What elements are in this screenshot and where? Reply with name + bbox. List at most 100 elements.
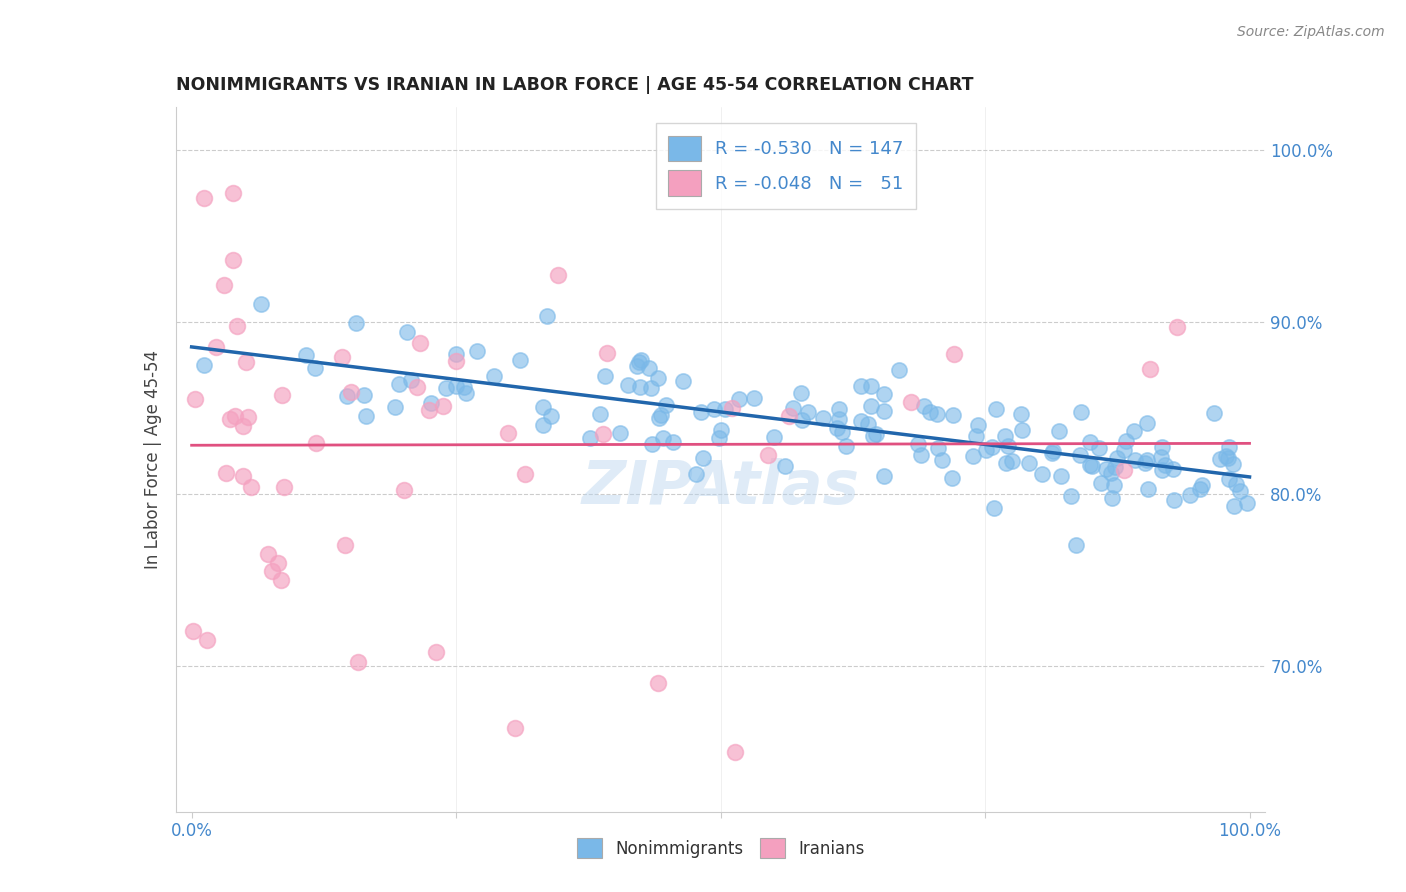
Point <box>409 336 432 351</box>
Point <box>434 380 457 394</box>
Point <box>260 564 283 578</box>
Point <box>685 467 707 481</box>
Point <box>742 391 765 405</box>
Y-axis label: In Labor Force | Age 45-54: In Labor Force | Age 45-54 <box>143 350 162 569</box>
Point <box>782 401 804 416</box>
Point <box>1101 466 1123 480</box>
Point <box>941 470 963 484</box>
Point <box>1090 476 1112 491</box>
Point <box>1060 489 1083 503</box>
Point <box>997 439 1019 453</box>
Point <box>1105 450 1128 465</box>
Point <box>513 467 536 481</box>
Point <box>419 395 441 409</box>
Point <box>654 398 676 412</box>
Point <box>1204 407 1226 421</box>
Point <box>1166 320 1188 334</box>
Point <box>927 407 949 421</box>
Point <box>1102 477 1125 491</box>
Point <box>995 456 1018 470</box>
Point <box>503 721 526 735</box>
Point <box>865 426 887 441</box>
Point <box>340 385 363 400</box>
Point <box>835 439 858 453</box>
Point <box>1150 462 1173 476</box>
Point <box>859 399 882 413</box>
Point <box>232 418 254 433</box>
Point <box>851 414 873 428</box>
Point <box>860 379 883 393</box>
Text: Source: ZipAtlas.com: Source: ZipAtlas.com <box>1237 25 1385 39</box>
Point <box>1153 458 1175 473</box>
Point <box>406 379 429 393</box>
Point <box>728 392 751 406</box>
Point <box>1047 424 1070 438</box>
Point <box>236 409 259 424</box>
Point <box>579 431 602 445</box>
Point <box>628 380 651 394</box>
Point <box>797 405 820 419</box>
Point <box>984 402 1007 417</box>
Point <box>778 409 800 423</box>
Point <box>235 355 257 369</box>
Point <box>212 277 235 292</box>
Point <box>1001 454 1024 468</box>
Point <box>912 399 935 413</box>
Point <box>672 374 695 388</box>
Point <box>592 427 614 442</box>
Point <box>446 347 468 361</box>
Point <box>641 437 664 451</box>
Point <box>721 401 744 416</box>
Point <box>1139 362 1161 376</box>
Point <box>273 480 295 494</box>
Point <box>218 412 240 426</box>
Point <box>304 360 326 375</box>
Point <box>762 430 785 444</box>
Point <box>962 449 984 463</box>
Point <box>1215 449 1237 463</box>
Point <box>547 268 569 282</box>
Point <box>531 401 554 415</box>
Point <box>593 368 616 383</box>
Point <box>813 411 835 425</box>
Point <box>589 407 612 421</box>
Point <box>344 316 367 330</box>
Point <box>1042 444 1064 458</box>
Point <box>1225 476 1247 491</box>
Point <box>647 675 669 690</box>
Point <box>1191 477 1213 491</box>
Point <box>222 186 245 200</box>
Point <box>214 467 236 481</box>
Point <box>221 253 243 268</box>
Point <box>388 376 411 391</box>
Point <box>628 355 651 369</box>
Point <box>831 425 853 439</box>
Point <box>887 363 910 377</box>
Point <box>640 381 662 395</box>
Point <box>994 429 1017 443</box>
Point <box>828 401 851 416</box>
Point <box>498 425 520 440</box>
Point <box>347 655 370 669</box>
Point <box>828 412 851 426</box>
Point <box>907 437 929 451</box>
Point <box>1218 440 1240 454</box>
Point <box>723 745 745 759</box>
Point <box>305 436 328 450</box>
Point <box>647 371 669 385</box>
Point <box>617 378 640 392</box>
Point <box>509 353 531 368</box>
Point <box>661 434 683 449</box>
Point <box>1222 457 1244 471</box>
Point <box>609 425 631 440</box>
Point <box>204 340 226 354</box>
Point <box>920 404 942 418</box>
Point <box>983 500 1005 515</box>
Point <box>1049 469 1071 483</box>
Point <box>425 645 447 659</box>
Point <box>1081 459 1104 474</box>
Point <box>444 379 467 393</box>
Point <box>756 448 779 462</box>
Point <box>1229 483 1251 498</box>
Point <box>910 449 932 463</box>
